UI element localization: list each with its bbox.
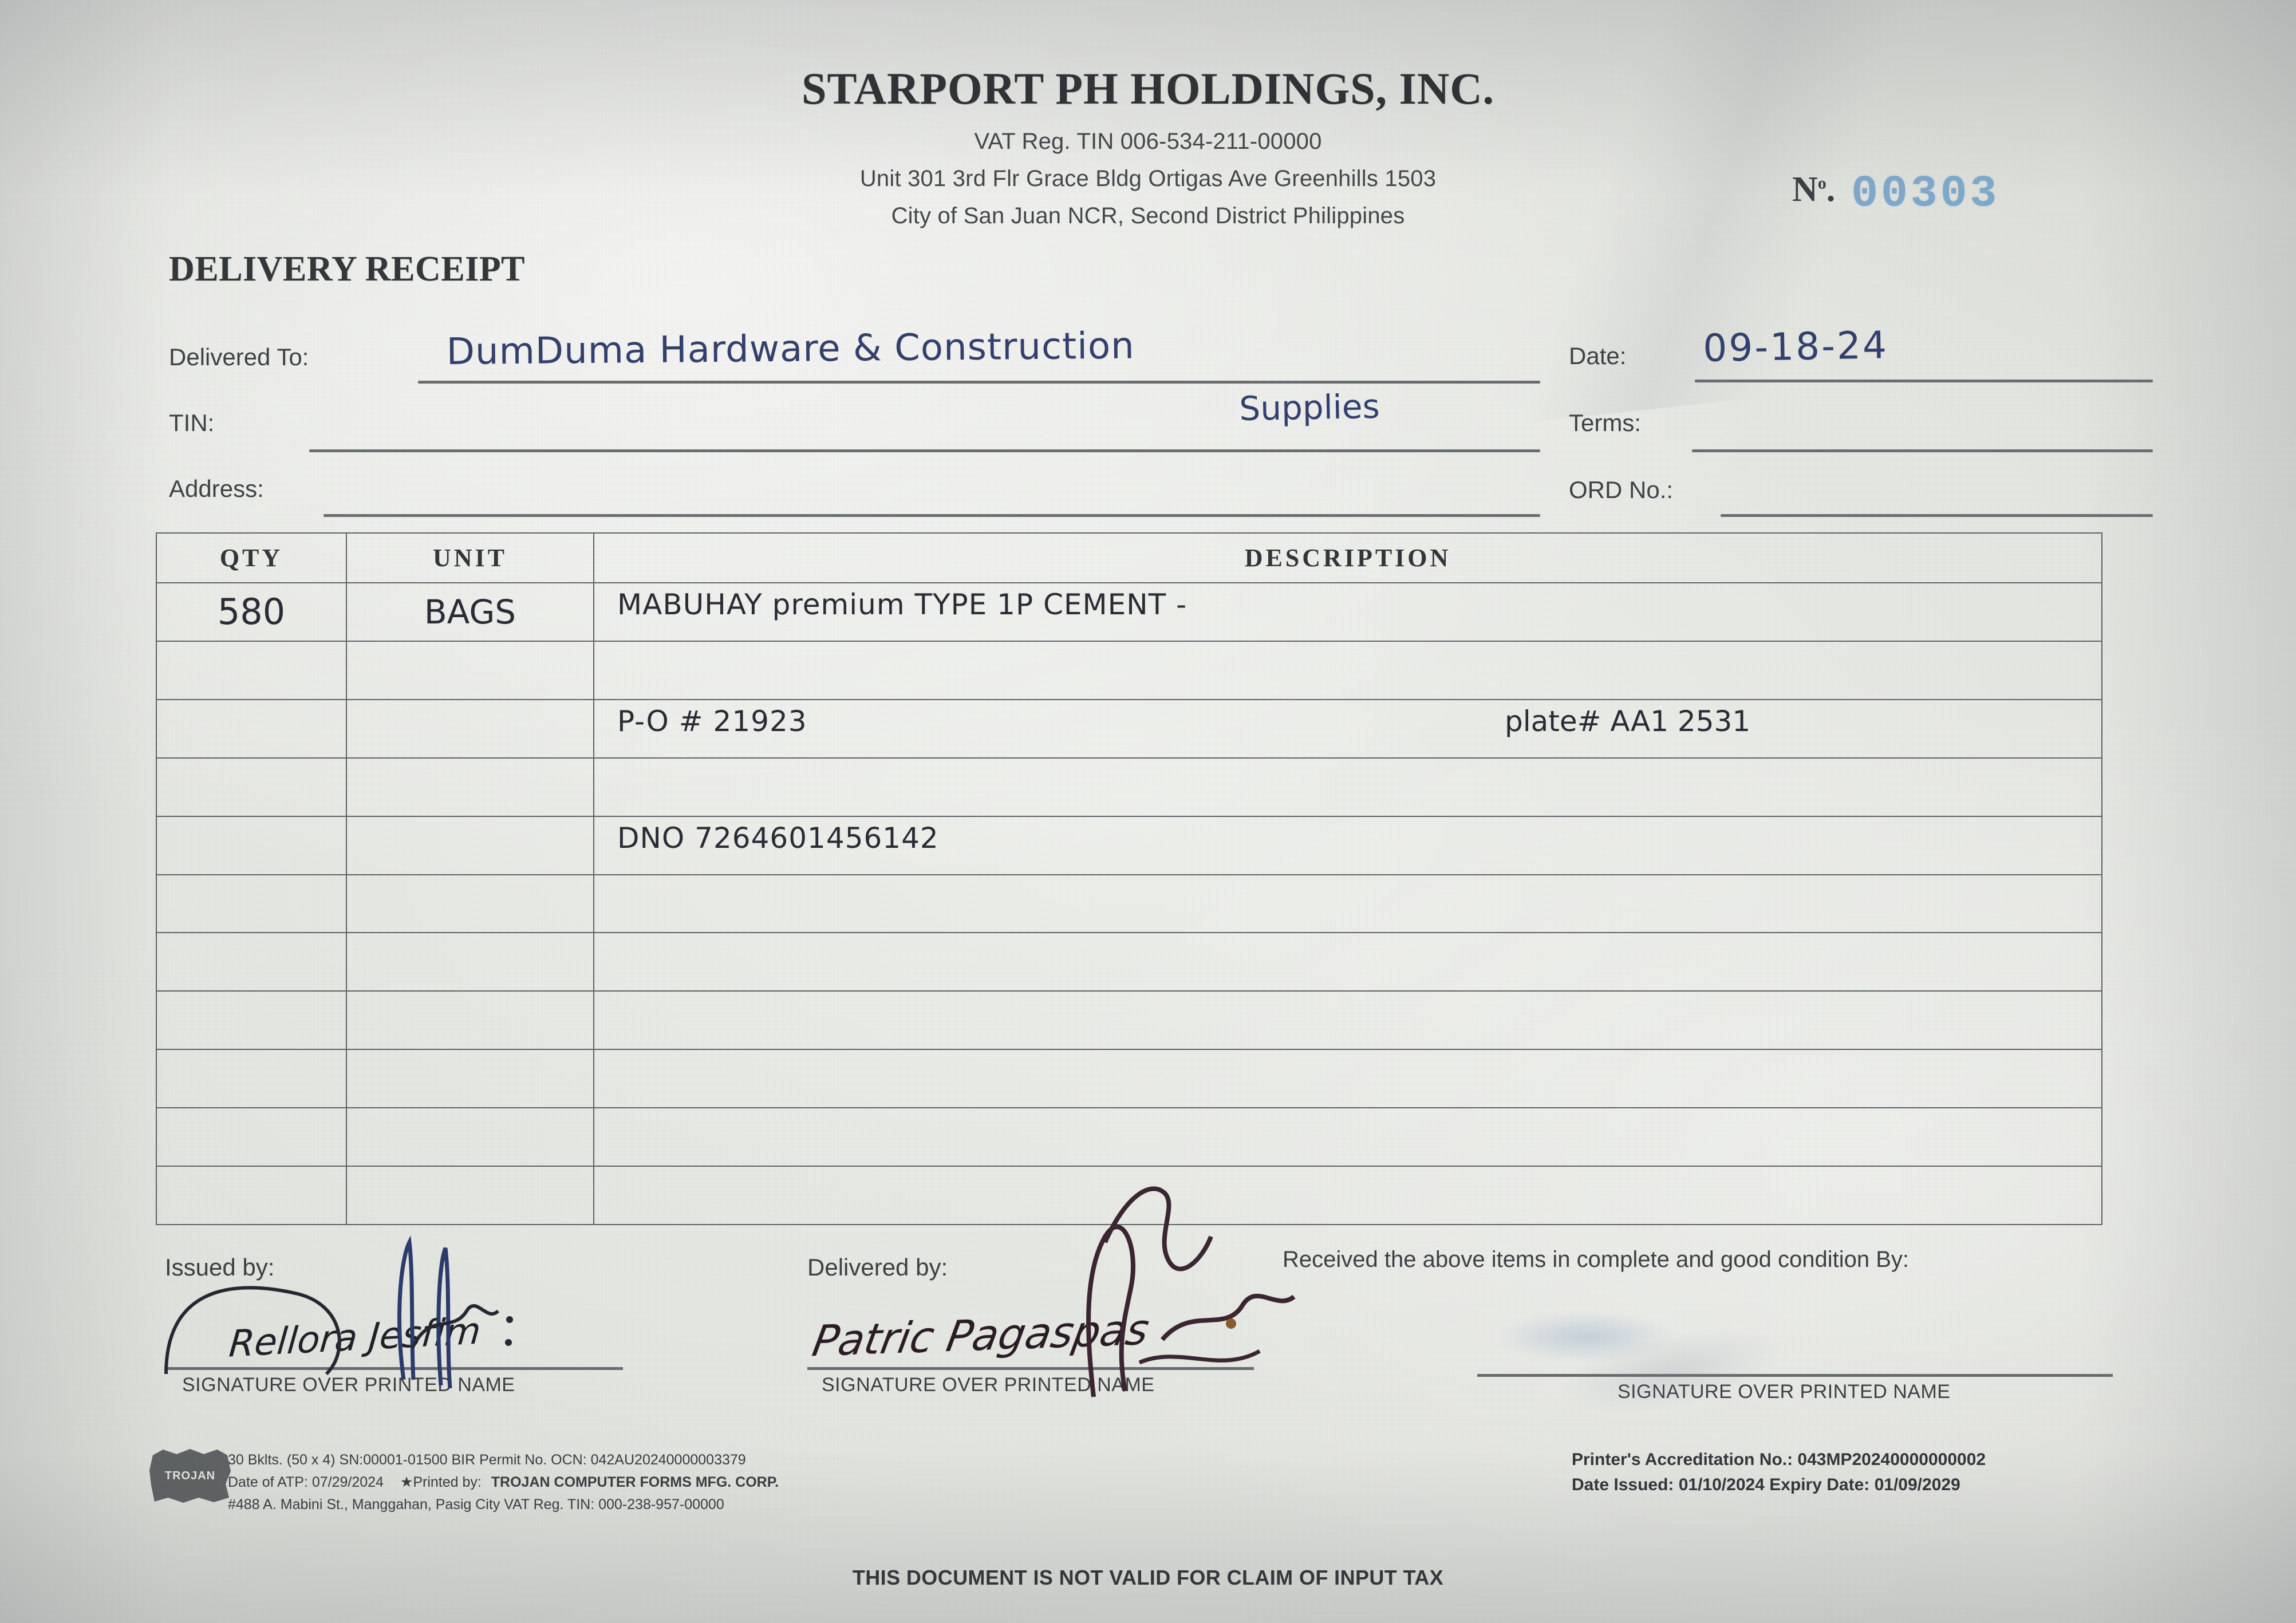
table-row: P-O # 21923 plate# AA1 2531 <box>156 698 2102 759</box>
ord-no-label: ORD No.: <box>1569 476 1674 503</box>
table-row <box>156 757 2102 817</box>
cell-unit: BAGS <box>346 582 594 642</box>
table-row <box>156 874 2102 934</box>
cell-description: P-O # 21923 plate# AA1 2531 <box>593 698 2102 759</box>
column-header-description: DESCRIPTION <box>593 532 2102 583</box>
table-row: DNO 7264601456142 <box>156 815 2102 875</box>
issued-by-caption: SIGNATURE OVER PRINTED NAME <box>182 1374 515 1396</box>
cell-qty <box>156 932 347 992</box>
received-by-caption: SIGNATURE OVER PRINTED NAME <box>1618 1381 1951 1403</box>
terms-label: Terms: <box>1569 409 1641 436</box>
cell-description-text: DNO 7264601456142 <box>617 821 939 855</box>
fineprint-line-2: Date of ATP: 07/29/2024 ★Printed by: TRO… <box>228 1472 779 1493</box>
column-header-qty: QTY <box>156 532 347 583</box>
fineprint-atp-date: Date of ATP: 07/29/2024 <box>228 1474 384 1490</box>
column-header-unit: UNIT <box>346 532 594 583</box>
delivered-to-rule <box>418 381 1540 384</box>
fineprint-line-1: 30 Bklts. (50 x 4) SN:00001-01500 BIR Pe… <box>228 1452 746 1468</box>
date-value: 09-18-24 <box>1702 323 1889 370</box>
cell-unit <box>346 1166 594 1225</box>
table-row <box>156 640 2102 700</box>
cell-description <box>593 932 2102 992</box>
date-rule <box>1695 380 2153 382</box>
printer-accreditation-line-2: Date Issued: 01/10/2024 Expiry Date: 01/… <box>1572 1475 1960 1494</box>
receipt-number-block: No. 00303 <box>1792 172 1999 216</box>
cell-description-text: MABUHAY premium TYPE 1P CEMENT - <box>617 588 1188 621</box>
trojan-printer-logo: TROJAN <box>149 1449 231 1503</box>
cell-unit <box>346 640 594 700</box>
delivered-by-label: Delivered by: <box>807 1254 948 1281</box>
delivered-to-label: Delivered To: <box>169 343 309 370</box>
company-name: STARPORT PH HOLDINGS, INC. <box>801 64 1495 113</box>
delivered-to-value-line-2: Supplies <box>1238 386 1380 428</box>
delivered-by-rule <box>807 1367 1254 1370</box>
cell-description <box>593 1166 2102 1225</box>
cell-unit <box>346 757 594 817</box>
issued-by-label: Issued by: <box>165 1254 275 1281</box>
address-label: Address: <box>169 475 264 502</box>
cell-description <box>593 757 2102 817</box>
cell-unit <box>346 815 594 875</box>
cell-description <box>593 640 2102 700</box>
items-table: QTY UNIT DESCRIPTION 580 BAGS MABUHAY pr… <box>156 532 2102 1225</box>
cell-unit <box>346 990 594 1051</box>
date-label: Date: <box>1569 342 1627 369</box>
cell-description: MABUHAY premium TYPE 1P CEMENT - <box>593 582 2102 642</box>
cell-qty: 580 <box>156 582 347 642</box>
table-row <box>156 1107 2102 1167</box>
received-by-rule <box>1477 1374 2113 1377</box>
ord-no-rule <box>1721 514 2153 517</box>
cell-description-text: P-O # 21923 <box>617 704 807 738</box>
cell-description <box>593 990 2102 1051</box>
cell-qty <box>156 815 347 875</box>
terms-rule <box>1692 449 2153 452</box>
cell-qty <box>156 640 347 700</box>
printer-accreditation-line-1: Printer's Accreditation No.: 043MP202400… <box>1572 1450 1986 1469</box>
not-valid-notice: THIS DOCUMENT IS NOT VALID FOR CLAIM OF … <box>852 1566 1444 1589</box>
cell-unit <box>346 1107 594 1167</box>
table-row <box>156 990 2102 1051</box>
fineprint-printed-by-label: ★Printed by: <box>400 1474 482 1490</box>
fineprint-printer-name: TROJAN COMPUTER FORMS MFG. CORP. <box>491 1474 779 1490</box>
issued-by-rule <box>165 1367 623 1370</box>
cell-qty <box>156 698 347 759</box>
company-address-line-2: City of San Juan NCR, Second District Ph… <box>891 203 1405 228</box>
fineprint-line-3: #488 A. Mabini St., Manggahan, Pasig Cit… <box>228 1496 724 1513</box>
cell-description-right: plate# AA1 2531 <box>1505 704 1751 738</box>
cell-description <box>593 874 2102 934</box>
table-body: 580 BAGS MABUHAY premium TYPE 1P CEMENT … <box>156 582 2102 1225</box>
cell-qty <box>156 1049 347 1109</box>
document-title: DELIVERY RECEIPT <box>169 250 525 289</box>
tin-rule <box>309 449 1540 452</box>
cell-unit <box>346 1049 594 1109</box>
table-header-row: QTY UNIT DESCRIPTION <box>156 532 2102 583</box>
table-row <box>156 1166 2102 1225</box>
cell-qty <box>156 990 347 1051</box>
company-address-line-1: Unit 301 3rd Flr Grace Bldg Ortigas Ave … <box>859 166 1437 191</box>
cell-description: DNO 7264601456142 <box>593 815 2102 875</box>
receipt-number-value: 00303 <box>1851 169 2000 219</box>
delivered-to-value: DumDuma Hardware & Construction <box>446 325 1135 373</box>
receipt-number-label: No. <box>1792 170 1836 209</box>
table-row <box>156 932 2102 992</box>
delivered-by-caption: SIGNATURE OVER PRINTED NAME <box>822 1374 1155 1396</box>
cell-qty <box>156 1107 347 1167</box>
tin-label: TIN: <box>169 409 215 436</box>
cell-qty <box>156 874 347 934</box>
cell-qty <box>156 1166 347 1225</box>
table-row: 580 BAGS MABUHAY premium TYPE 1P CEMENT … <box>156 582 2102 642</box>
received-by-label: Received the above items in complete and… <box>1283 1247 1910 1272</box>
table-row <box>156 1049 2102 1109</box>
company-vat-line: VAT Reg. TIN 006-534-211-00000 <box>974 129 1322 154</box>
cell-unit <box>346 932 594 992</box>
cell-description <box>593 1049 2102 1109</box>
cell-unit <box>346 874 594 934</box>
cell-description <box>593 1107 2102 1167</box>
cell-qty <box>156 757 347 817</box>
address-rule <box>324 514 1540 517</box>
cell-unit <box>346 698 594 759</box>
